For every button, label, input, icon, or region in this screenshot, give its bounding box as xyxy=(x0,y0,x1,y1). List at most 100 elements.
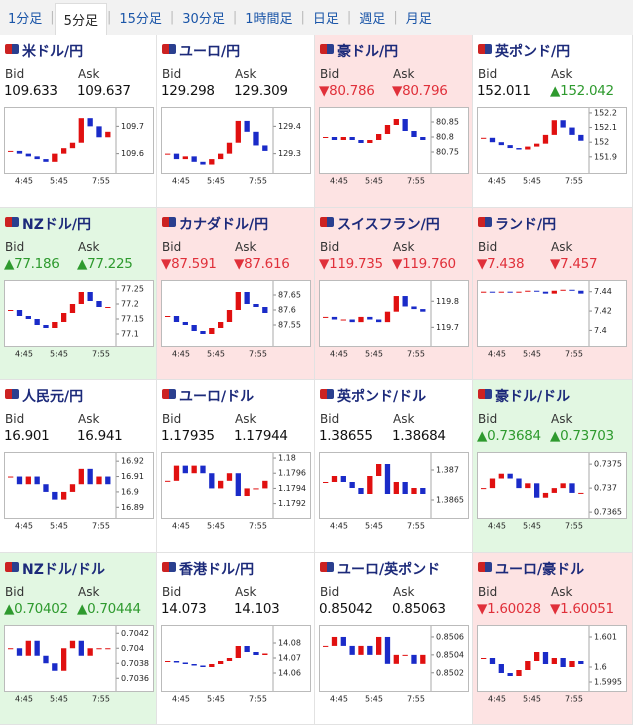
time-label: 4:45 xyxy=(330,349,348,358)
y-tick-label: 0.7036 xyxy=(121,673,149,682)
time-label: 7:55 xyxy=(92,522,110,531)
currency-panel[interactable]: スイスフラン/円 Bid Ask ▼119.735 ▼119.760 119.8 119.7… xyxy=(315,207,473,380)
bid-label: Bid xyxy=(162,239,182,254)
currency-panel[interactable]: 英ポンド/ドル Bid Ask 1.38655 1.38684 1.387 1.3865 4:… xyxy=(315,380,473,553)
candle xyxy=(16,476,23,485)
pair-title[interactable]: ユーロ/豪ドル xyxy=(495,561,585,578)
tab[interactable]: 30分足 xyxy=(182,12,225,27)
candle xyxy=(43,159,49,162)
pair-title[interactable]: NZドル/ドル xyxy=(22,561,105,578)
tab[interactable]: 月足 xyxy=(405,12,432,27)
candle xyxy=(340,137,346,140)
candle xyxy=(384,464,391,494)
pair-title[interactable]: ユーロ/ドル xyxy=(179,389,255,405)
time-label: 7:55 xyxy=(407,349,425,358)
bid-value: 1.38655 xyxy=(319,428,373,444)
tab[interactable]: 日足 xyxy=(312,12,339,27)
candle xyxy=(507,291,513,293)
flag-icon xyxy=(478,44,492,54)
candle xyxy=(191,465,197,474)
pair-title[interactable]: ユーロ/円 xyxy=(179,44,241,60)
time-label: 7:55 xyxy=(565,694,583,703)
candle xyxy=(200,330,206,334)
currency-panel[interactable]: ユーロ/豪ドル Bid Ask ▼1.60028 ▼1.60051 1.601 1.6 1.5… xyxy=(473,552,633,725)
pair-title[interactable]: ランド/円 xyxy=(495,216,557,233)
bid-value: 109.633 xyxy=(4,83,58,99)
currency-panel[interactable]: ユーロ/英ポンド Bid Ask 0.85042 0.85063 0.8506 0.8504… xyxy=(315,552,473,725)
time-label: 4:45 xyxy=(15,349,33,358)
pair-title[interactable]: ユーロ/英ポンド xyxy=(337,561,441,578)
currency-panel[interactable]: NZドル/ドル Bid Ask ▲0.70402 ▲0.70444 0.7042 0.704… xyxy=(0,552,157,725)
pair-title[interactable]: カナダドル/円 xyxy=(179,216,269,233)
ask-value: ▼119.760 xyxy=(392,255,456,272)
mini-chart: 152.2 152.1 152 151.9 4:45 5:45 7:55 xyxy=(477,107,627,186)
flag-icon xyxy=(320,44,334,54)
candle xyxy=(331,137,338,140)
currency-panel[interactable]: ユーロ/ドル Bid Ask 1.17935 1.17944 1.18 1.1796 1.17… xyxy=(157,380,315,553)
pair-title[interactable]: 英ポンド/ドル xyxy=(337,389,427,405)
candle xyxy=(200,465,206,474)
bid-label: Bid xyxy=(162,67,182,81)
pair-title[interactable]: 英ポンド/円 xyxy=(495,44,571,60)
candle xyxy=(244,645,250,652)
candle xyxy=(25,315,31,319)
tab[interactable]: 5分足 xyxy=(54,3,107,38)
y-tick-label: 87.6 xyxy=(278,305,296,314)
flag-icon xyxy=(478,389,492,399)
time-label: 5:45 xyxy=(523,522,541,531)
pair-title[interactable]: 米ドル/円 xyxy=(22,44,84,60)
tab[interactable]: 1時間足 xyxy=(245,12,293,27)
pair-title[interactable]: 人民元/円 xyxy=(22,389,84,405)
candle xyxy=(420,308,426,312)
mini-chart: 1.601 1.6 1.5995 4:45 5:45 7:55 xyxy=(477,624,627,703)
candle xyxy=(235,291,241,310)
y-tick-label: 109.7 xyxy=(121,122,144,131)
time-label: 4:45 xyxy=(172,522,190,531)
currency-panel[interactable]: NZドル/円 Bid Ask ▲77.186 ▲77.225 77.25 77.2 77.15… xyxy=(0,207,157,380)
candle xyxy=(43,324,49,328)
candle xyxy=(209,663,215,667)
tab[interactable]: 週足 xyxy=(359,12,386,27)
bid-value: 16.901 xyxy=(4,428,50,444)
time-label: 4:45 xyxy=(488,694,506,703)
pair-title[interactable]: スイスフラン/円 xyxy=(337,216,440,233)
currency-panel[interactable]: 豪ドル/円 Bid Ask ▼80.786 ▼80.796 80.85 80.8 80.75 4… xyxy=(315,35,473,208)
y-tick-label: 80.8 xyxy=(436,133,454,142)
currency-panel[interactable]: 香港ドル/円 Bid Ask 14.073 14.103 14.08 14.07 14.06 4… xyxy=(157,552,315,725)
flag-icon xyxy=(5,389,19,399)
ask-label: Ask xyxy=(551,412,573,426)
candle xyxy=(69,640,76,648)
currency-panel[interactable]: ランド/円 Bid Ask ▼7.438 ▼7.457 7.44 7.42 7.4 4:45 5:… xyxy=(473,207,633,380)
pair-title[interactable]: 香港ドル/円 xyxy=(179,561,255,578)
candle xyxy=(52,491,58,500)
candle xyxy=(182,321,188,325)
currency-panel[interactable]: ユーロ/円 Bid Ask 129.298 129.309 129.4 129.3 4:45 5… xyxy=(157,35,315,208)
currency-panel[interactable]: 人民元/円 Bid Ask 16.901 16.941 16.92 16.91 16.9 16.… xyxy=(0,380,157,553)
pair-title[interactable]: NZドル/円 xyxy=(22,216,91,233)
y-tick-label: 0.7042 xyxy=(121,628,149,637)
ask-label: Ask xyxy=(78,584,100,599)
time-label: 4:45 xyxy=(488,177,506,186)
y-tick-label: 1.1796 xyxy=(278,469,306,478)
pair-title[interactable]: 豪ドル/円 xyxy=(337,44,399,60)
candle xyxy=(358,140,364,143)
candle xyxy=(542,651,549,664)
candle xyxy=(393,295,399,312)
pair-title[interactable]: 豪ドル/ドル xyxy=(495,389,571,405)
time-label: 7:55 xyxy=(249,177,267,186)
tab[interactable]: 15分足 xyxy=(119,12,162,27)
candle xyxy=(578,492,584,494)
y-tick-label: 14.07 xyxy=(278,653,301,662)
candle xyxy=(507,473,513,479)
tab[interactable]: 1分足 xyxy=(8,12,43,27)
candle xyxy=(393,119,399,125)
candle xyxy=(34,318,40,325)
time-label: 5:45 xyxy=(207,349,225,358)
candle xyxy=(569,289,575,291)
currency-panel[interactable]: 米ドル/円 Bid Ask 109.633 109.637 109.7 109.6 4:45 5… xyxy=(0,35,157,208)
y-tick-label: 1.3865 xyxy=(436,496,464,505)
currency-panel[interactable]: 英ポンド/円 Bid Ask 152.011 ▲152.042 152.2 152.1 152… xyxy=(473,35,633,208)
currency-panel[interactable]: 豪ドル/ドル Bid Ask ▲0.73684 ▲0.73703 0.7375 0.737 0… xyxy=(473,380,633,553)
candle xyxy=(191,156,197,162)
currency-panel[interactable]: カナダドル/円 Bid Ask ▼87.591 ▼87.616 87.65 87.6 87.5… xyxy=(157,207,315,380)
